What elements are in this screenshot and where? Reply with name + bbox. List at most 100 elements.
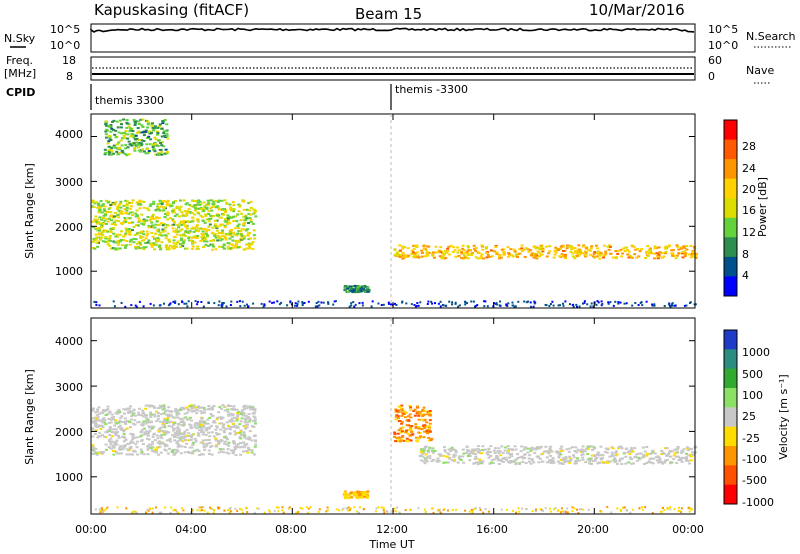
- power-cell: [155, 216, 159, 219]
- velocity-cell: [560, 445, 564, 448]
- velocity-cell: [221, 451, 225, 454]
- power-cell: [110, 153, 114, 156]
- power-cell: [358, 290, 362, 293]
- power-cell: [135, 242, 139, 245]
- power-cell: [123, 220, 127, 223]
- velocity-cell: [645, 446, 649, 448]
- power-cell: [506, 246, 510, 249]
- power-cell: [129, 211, 133, 214]
- velocity-cell: [183, 439, 187, 442]
- velocity-cell: [642, 456, 646, 458]
- velocity-cell: [96, 416, 100, 419]
- velocity-cell: [219, 418, 223, 420]
- velocity-cell: [103, 435, 107, 438]
- velocity-cell: [106, 429, 110, 432]
- velocity-cell: [124, 438, 128, 441]
- power-cell: [449, 244, 453, 247]
- velocity-cell: [185, 428, 189, 431]
- velocity-cell: [481, 445, 485, 448]
- power-cell: [153, 150, 157, 153]
- power-cell: [125, 203, 129, 205]
- velocity-cell: [227, 413, 231, 416]
- power-ground-cell: [181, 300, 183, 303]
- power-cell: [166, 151, 170, 154]
- power-cell: [520, 244, 524, 247]
- velocity-cell: [205, 426, 209, 429]
- velocity-cell: [613, 457, 617, 460]
- velocity-cell: [152, 433, 156, 436]
- power-ground-cell: [511, 301, 514, 304]
- power-ground-cell: [260, 302, 263, 305]
- power-cell: [146, 120, 150, 123]
- velocity-cell: [254, 422, 257, 425]
- velocity-cell: [420, 453, 424, 456]
- velocity-cell: [157, 440, 161, 443]
- power-cell: [564, 254, 568, 257]
- velocity-cell: [151, 435, 155, 438]
- power-ground-cell: [194, 300, 197, 303]
- power-cell: [656, 257, 660, 260]
- velocity-cell: [238, 431, 242, 434]
- power-ground-cell: [569, 303, 571, 306]
- power-cell: [114, 219, 118, 222]
- power-cell: [460, 252, 464, 255]
- power-cell: [558, 255, 562, 258]
- power-cell: [155, 220, 159, 223]
- velocity-cell: [624, 455, 628, 458]
- velocity-ground-cell: [175, 510, 178, 513]
- velocity-colorbar-swatch-0: [724, 330, 737, 350]
- velocity-cell: [135, 446, 139, 449]
- velocity-cell: [529, 462, 533, 465]
- power-ground-cell: [614, 300, 617, 303]
- velocity-cell: [149, 411, 152, 414]
- power-cell: [165, 203, 169, 206]
- power-cell: [196, 235, 200, 237]
- velocity-cell: [635, 453, 639, 456]
- xtick-0400: 04:00: [175, 523, 207, 536]
- power-cell: [207, 220, 211, 223]
- velocity-cell: [239, 437, 243, 440]
- power-cell: [137, 224, 140, 227]
- velocity-cell: [195, 412, 199, 415]
- velocity-cell: [487, 456, 491, 459]
- power-ground-cell: [327, 301, 329, 304]
- velocity-cell: [394, 408, 398, 411]
- velocity-cell: [430, 449, 434, 452]
- velocity-cell: [197, 450, 201, 453]
- power-cell: [158, 209, 162, 212]
- power-cell: [91, 205, 95, 208]
- power-ground-cell: [530, 305, 532, 308]
- velocity-cell: [491, 462, 495, 465]
- power-cell: [196, 201, 200, 204]
- velocity-cell: [243, 443, 247, 446]
- power-ground-cell: [174, 301, 177, 304]
- velocity-cell: [96, 408, 99, 411]
- power-cell: [125, 126, 129, 129]
- power-cell: [128, 230, 132, 233]
- velocity-cell: [538, 447, 542, 450]
- velocity-cell: [106, 405, 110, 408]
- velocity-cell: [115, 411, 119, 414]
- power-ground-cell: [597, 301, 600, 304]
- velocity-cell: [677, 459, 681, 462]
- power-cell: [229, 206, 233, 209]
- nsky-trace: [90, 27, 695, 33]
- power-ground-cell: [352, 301, 355, 304]
- velocity-cell: [630, 462, 634, 465]
- power-cell: [223, 235, 227, 238]
- velocity-cell: [568, 461, 572, 464]
- velocity-ground-cell: [673, 508, 676, 510]
- power-cell: [477, 252, 481, 255]
- velocity-cell: [152, 425, 156, 428]
- power-cell: [237, 240, 241, 243]
- velocity-cell: [417, 414, 421, 417]
- velocity-cell: [402, 412, 406, 415]
- velocity-cell: [236, 426, 240, 429]
- velocity-cell: [232, 420, 236, 423]
- velocity-cell: [146, 448, 150, 451]
- power-cell: [237, 223, 241, 226]
- velocity-cell: [596, 451, 600, 454]
- power-cell: [150, 124, 154, 127]
- power-cell: [171, 218, 175, 221]
- power-cell: [676, 245, 680, 248]
